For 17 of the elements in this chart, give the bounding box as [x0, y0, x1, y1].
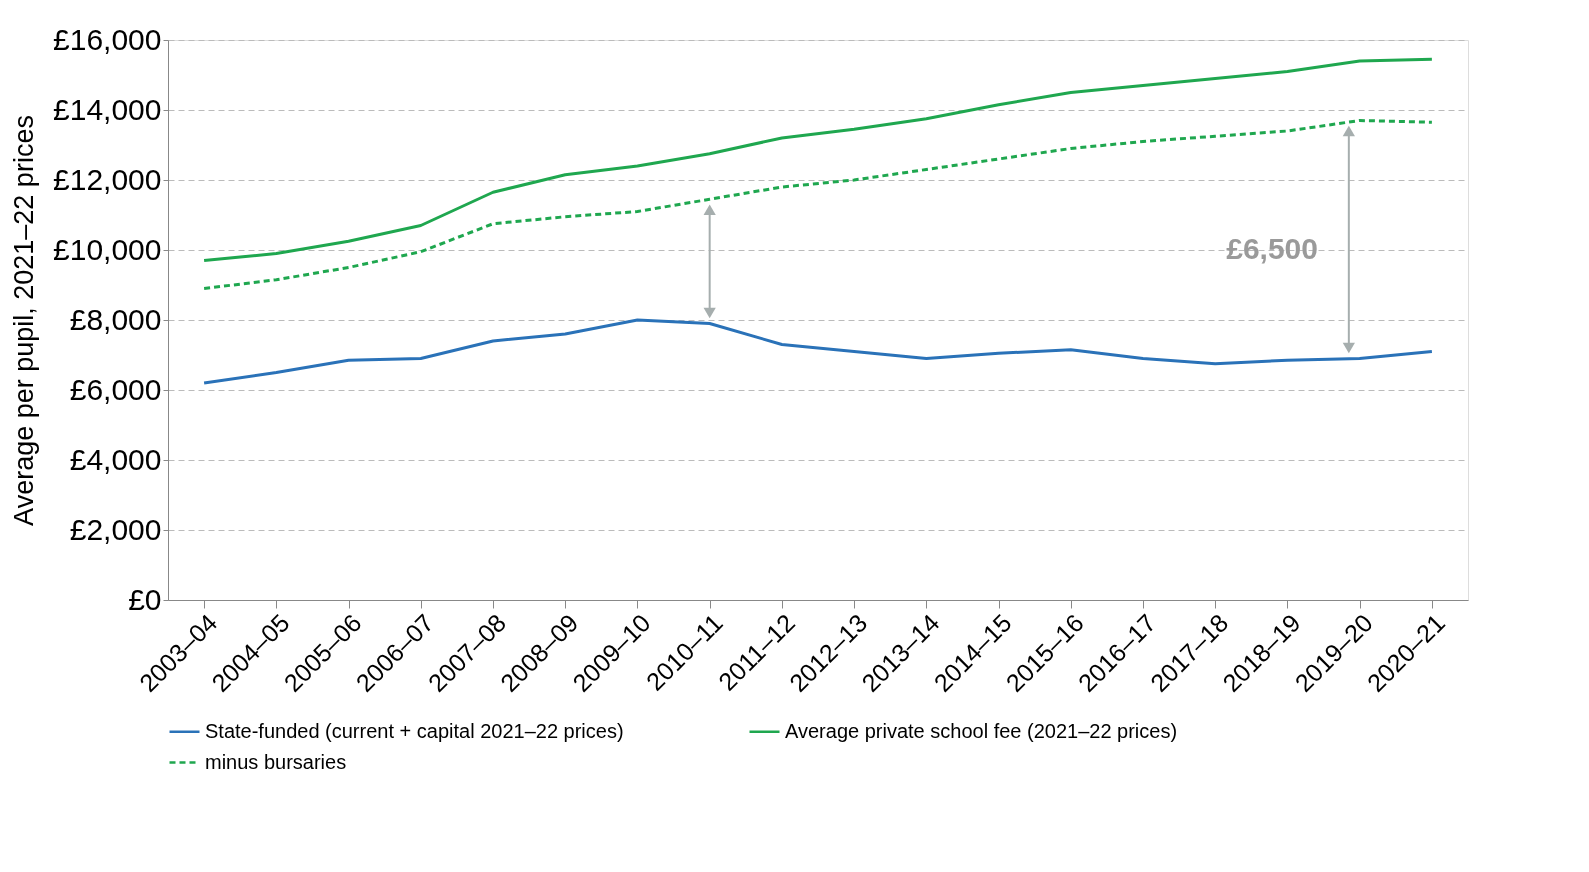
y-tick-label: £14,000 [53, 92, 162, 126]
y-tick-label: £8,000 [69, 302, 162, 336]
y-tick-label: £10,000 [53, 232, 162, 266]
line-series [202, 119, 1434, 290]
y-tick-label: £12,000 [53, 162, 162, 196]
legend-label: Average private school fee (2021–22 prices) [785, 719, 1178, 742]
y-axis-title: Average per pupil, 2021–22 prices [9, 115, 40, 526]
y-tick-label: £16,000 [53, 22, 162, 56]
legend-label: minus bursaries [205, 750, 347, 773]
line-series [202, 318, 1434, 385]
y-tick-label: £2,000 [69, 512, 162, 546]
y-tick-label: £6,000 [69, 372, 162, 406]
legend-label: State-funded (current + capital 2021–22 prices) [205, 719, 624, 742]
y-tick-label: £0 [128, 582, 162, 616]
annotation: £6,500 [1226, 232, 1318, 265]
line-series [202, 57, 1434, 262]
y-tick-label: £4,000 [69, 442, 162, 476]
